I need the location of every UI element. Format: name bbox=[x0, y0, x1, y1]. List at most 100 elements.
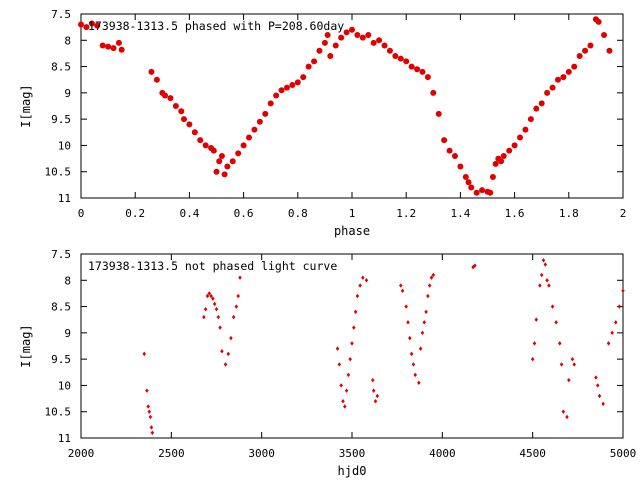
y-tick-label: 8 bbox=[64, 274, 71, 287]
data-point bbox=[337, 362, 342, 367]
data-point bbox=[399, 283, 403, 288]
data-point bbox=[473, 263, 477, 268]
data-point bbox=[145, 388, 149, 393]
data-point bbox=[617, 304, 622, 309]
data-point bbox=[231, 314, 236, 320]
data-point bbox=[150, 430, 155, 435]
data-point bbox=[361, 275, 365, 280]
data-point bbox=[343, 404, 347, 409]
y-tick-label: 10.5 bbox=[45, 406, 72, 419]
data-point bbox=[561, 409, 566, 414]
data-point bbox=[214, 307, 219, 312]
data-point bbox=[492, 160, 499, 167]
x-tick-label: 3000 bbox=[248, 447, 275, 460]
data-point bbox=[267, 100, 274, 107]
chart-title: 173938-1313.5 not phased light curve bbox=[88, 259, 337, 273]
plot-frame bbox=[80, 253, 624, 439]
data-point bbox=[229, 335, 233, 341]
x-tick-label: 0.8 bbox=[288, 207, 308, 220]
data-point bbox=[305, 63, 312, 70]
data-point bbox=[498, 158, 505, 165]
data-point bbox=[355, 293, 360, 299]
data-point bbox=[539, 272, 544, 278]
data-point bbox=[212, 301, 217, 307]
y-tick-label: 10 bbox=[58, 139, 71, 152]
data-point bbox=[78, 21, 84, 28]
data-point bbox=[397, 55, 404, 62]
data-point bbox=[404, 304, 408, 309]
data-point bbox=[238, 275, 242, 280]
data-point bbox=[530, 356, 535, 362]
data-point bbox=[544, 89, 551, 96]
data-point bbox=[205, 293, 210, 299]
data-point bbox=[606, 47, 613, 54]
y-tick-label: 11 bbox=[58, 432, 71, 445]
data-point bbox=[223, 362, 228, 367]
y-tick-label: 10 bbox=[58, 379, 71, 392]
data-point bbox=[153, 76, 160, 83]
data-point bbox=[373, 399, 378, 404]
data-point bbox=[180, 116, 187, 123]
data-point bbox=[541, 258, 546, 263]
data-point bbox=[549, 84, 556, 91]
data-point bbox=[534, 317, 539, 322]
data-point bbox=[300, 74, 307, 81]
x-tick-label: 0.4 bbox=[179, 207, 199, 220]
data-point bbox=[289, 81, 296, 88]
panel-phased: 0 0.2 0.4 0.6 0.8 1 1.2 1.4 1.6 1.8 2 7.5 8 8.5 9 9.5 10… bbox=[19, 8, 626, 238]
data-point bbox=[430, 89, 437, 96]
data-point bbox=[408, 63, 415, 70]
data-point bbox=[203, 307, 208, 312]
data-point bbox=[371, 388, 376, 393]
x-tick-label: 1.8 bbox=[559, 207, 579, 220]
data-point bbox=[582, 47, 589, 54]
data-point bbox=[240, 142, 247, 149]
data-point bbox=[211, 296, 215, 301]
data-point bbox=[335, 346, 340, 351]
data-point bbox=[246, 134, 253, 141]
y-tick-label: 9.5 bbox=[51, 113, 71, 126]
data-point bbox=[186, 121, 193, 128]
data-point bbox=[595, 18, 602, 25]
data-point bbox=[376, 37, 383, 44]
data-point bbox=[532, 341, 537, 346]
data-point bbox=[538, 283, 542, 288]
y-tick-label: 11 bbox=[58, 192, 71, 205]
y-axis-label: I[mag] bbox=[19, 324, 33, 367]
data-point bbox=[414, 66, 421, 73]
data-point bbox=[365, 32, 372, 39]
data-point bbox=[614, 320, 618, 325]
data-point bbox=[411, 362, 416, 367]
data-point bbox=[587, 42, 594, 49]
data-point bbox=[479, 187, 486, 194]
data-point bbox=[273, 92, 280, 99]
data-point bbox=[567, 377, 571, 383]
data-point bbox=[316, 47, 323, 54]
data-point bbox=[406, 320, 410, 325]
data-point bbox=[216, 314, 221, 320]
data-point bbox=[283, 84, 290, 91]
data-point bbox=[487, 189, 494, 196]
data-point bbox=[413, 372, 417, 378]
data-point bbox=[419, 68, 426, 75]
data-point bbox=[462, 173, 469, 180]
y-tick-label: 9.5 bbox=[51, 353, 71, 366]
data-point bbox=[99, 42, 106, 49]
data-point bbox=[213, 168, 220, 175]
data-point bbox=[332, 42, 339, 49]
data-point bbox=[162, 92, 169, 99]
data-point bbox=[606, 341, 611, 346]
data-point bbox=[324, 32, 331, 39]
data-point bbox=[417, 380, 421, 385]
data-point bbox=[354, 32, 361, 39]
y-tick-label: 8 bbox=[64, 34, 71, 47]
data-point bbox=[426, 293, 430, 299]
data-point bbox=[547, 283, 551, 288]
x-tick-label: 4500 bbox=[519, 447, 546, 460]
data-point bbox=[595, 383, 600, 388]
data-point bbox=[118, 46, 125, 53]
data-point bbox=[202, 142, 209, 149]
data-point bbox=[220, 349, 224, 354]
x-tick-label: 0.2 bbox=[125, 207, 145, 220]
